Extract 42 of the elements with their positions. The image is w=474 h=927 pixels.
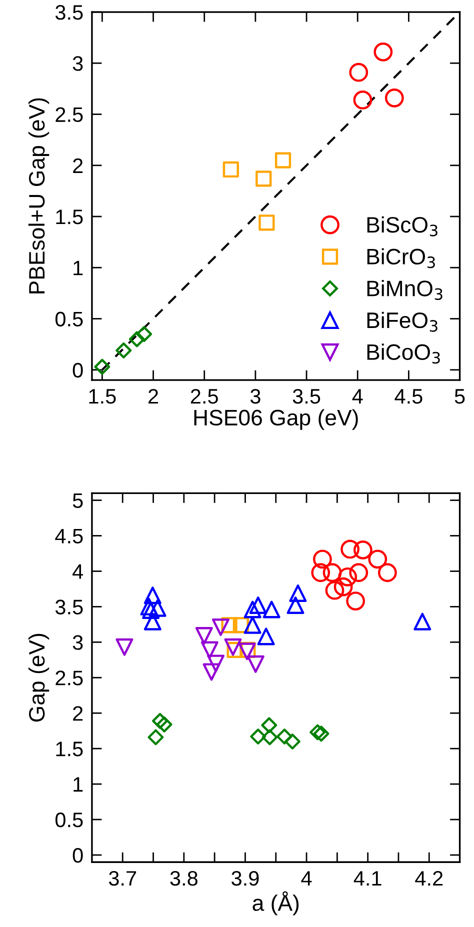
y-tick-label: 3.5	[55, 5, 83, 20]
y-axis-title: Gap (eV)	[28, 634, 50, 722]
y-tick-label: 5	[72, 493, 83, 508]
y-tick-label: 0.5	[55, 312, 83, 326]
y-tick-label: 2	[73, 158, 83, 173]
x-tick-label: 4.1	[354, 871, 382, 886]
y-tick-label: 3	[72, 56, 83, 71]
y-tick-label: 1	[74, 260, 83, 276]
x-tick-label: 3.7	[108, 870, 136, 886]
x-tick-label: 2.5	[190, 388, 218, 404]
y-tick-label: 1.5	[56, 210, 83, 224]
legend-label: BiCoO$_{3}$	[367, 344, 440, 364]
y-tick-label: 2.5	[56, 107, 83, 122]
legend-label: BiMnO$_{3}$	[367, 280, 442, 300]
y-tick-label: 2.5	[56, 670, 83, 686]
x-tick-label: 4	[301, 871, 312, 886]
y-tick-label: 0	[72, 362, 83, 378]
y-tick-label: 4.5	[55, 528, 83, 544]
y-axis-title: PBEsol+U Gap (eV)	[28, 98, 50, 294]
y-tick-label: 1.5	[56, 742, 83, 756]
x-axis-title: a (Å)	[252, 891, 299, 916]
y-tick-label: 4	[72, 564, 84, 579]
x-tick-label: 4.2	[415, 870, 443, 886]
legend-label: BiScO$_{3}$	[367, 216, 438, 236]
legend-label: BiFeO$_{3}$	[367, 312, 438, 332]
x-tick-label: 5	[454, 389, 465, 404]
legend-label: BiCrO$_{3}$	[367, 248, 435, 268]
x-tick-label: 3.5	[292, 388, 320, 404]
y-tick-label: 0.5	[55, 812, 83, 828]
x-tick-label: 3	[250, 388, 260, 404]
x-tick-label: 1.5	[89, 389, 116, 404]
x-axis-title: HSE06 Gap (eV)	[194, 409, 358, 430]
x-tick-label: 3.8	[170, 870, 198, 886]
y-tick-label: 0	[72, 848, 83, 863]
y-tick-label: 1	[74, 777, 83, 792]
y-tick-label: 3.5	[55, 600, 83, 614]
x-tick-label: 4.5	[394, 389, 422, 404]
y-tick-label: 3	[72, 635, 83, 650]
x-tick-label: 4	[352, 389, 363, 404]
y-tick-label: 2	[73, 706, 83, 721]
x-tick-label: 3.9	[232, 870, 259, 886]
x-tick-label: 2	[148, 388, 158, 404]
